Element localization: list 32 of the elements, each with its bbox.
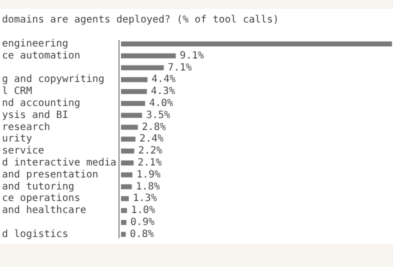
data-label: 2.4%	[139, 134, 164, 145]
data-label: 7.1%	[168, 62, 192, 74]
y-tick-label: research	[2, 122, 50, 133]
chart-title: domains are agents deployed? (% of tool calls)	[2, 14, 279, 26]
data-label: 1.0%	[131, 205, 156, 216]
data-label: 2.8%	[142, 122, 166, 133]
y-tick-label: l CRM	[2, 86, 32, 98]
data-label: 2.1%	[138, 157, 162, 168]
data-label: 1.3%	[132, 193, 157, 204]
y-tick-label: and presentation	[2, 169, 98, 180]
data-label: 1.9%	[136, 169, 161, 180]
data-label: 0.8%	[130, 228, 154, 240]
y-tick-label: nd accounting	[2, 98, 80, 109]
y-tick-label: d logistics	[2, 228, 68, 240]
y-tick-label: ce automation	[2, 50, 80, 62]
data-label: 1.8%	[136, 181, 160, 192]
data-label: 2.2%	[138, 146, 162, 157]
data-label: 4.0%	[149, 98, 174, 109]
y-tick-label: and tutoring	[2, 181, 74, 192]
y-tick-label: ce operations	[2, 193, 80, 204]
data-label: 4.4%	[152, 74, 176, 86]
y-tick-label: g and copywriting	[2, 74, 104, 86]
y-tick-label: d interactive media	[2, 157, 116, 168]
data-label: 3.5%	[146, 110, 170, 121]
data-label: 0.9%	[130, 216, 155, 228]
data-label: 4.3%	[150, 86, 175, 98]
y-tick-label: ysis and BI	[2, 110, 68, 121]
y-tick-label: urity	[2, 134, 32, 145]
y-tick-label: service	[2, 146, 44, 157]
y-tick-label: and healthcare	[2, 205, 86, 216]
data-label: 9.1%	[180, 50, 204, 62]
y-tick-label: engineering	[2, 38, 68, 50]
